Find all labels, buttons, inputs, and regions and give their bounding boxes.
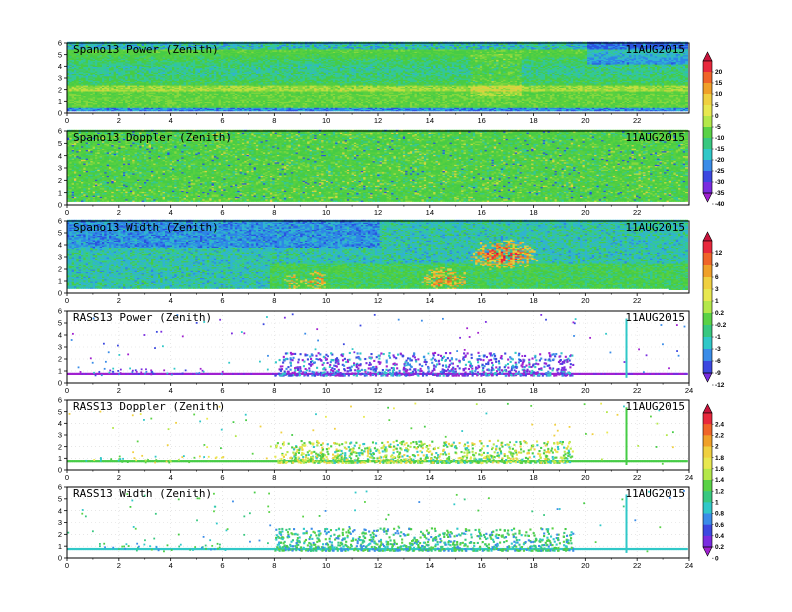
panel-power: 0 2 4 6 8 10 12 14 16 18 20 220123456 Spano13 Power … (58, 39, 689, 125)
